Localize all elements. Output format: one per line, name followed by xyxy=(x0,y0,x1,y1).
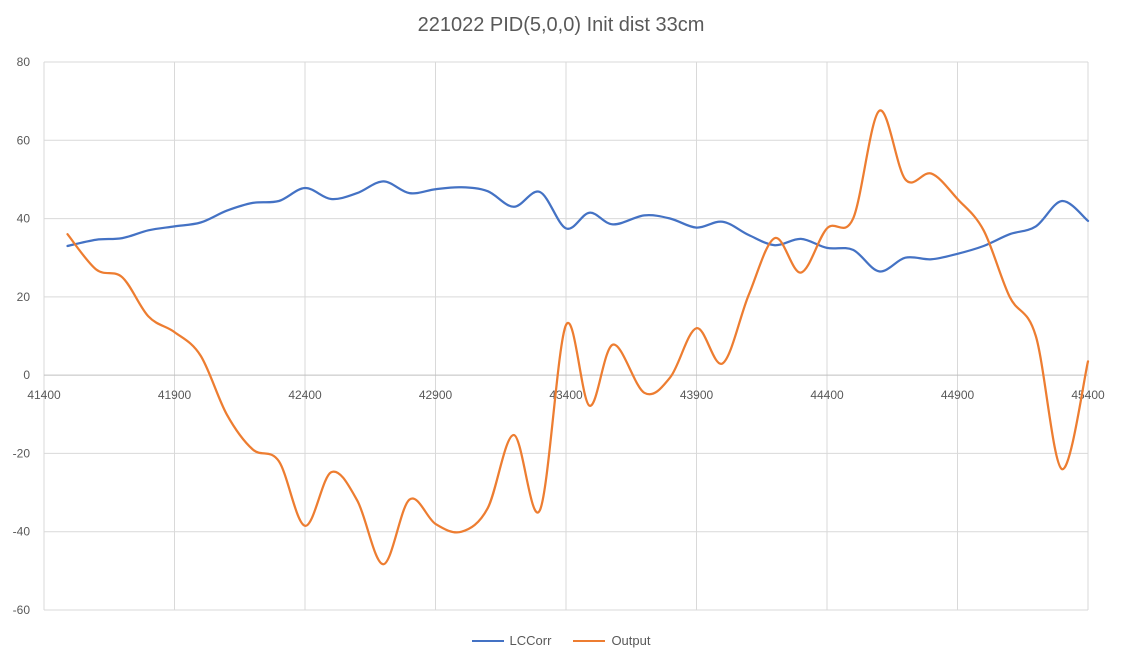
y-tick-label: 0 xyxy=(23,368,30,382)
legend-swatch-lccorr xyxy=(471,639,504,642)
x-tick-labels: 41400 41900 42400 42900 43400 43900 44400 44900… xyxy=(27,388,1105,402)
legend-swatch-output xyxy=(573,639,606,642)
y-tick-label: -20 xyxy=(13,446,31,460)
x-tick-label: 41400 xyxy=(27,388,61,402)
x-tick-label: 44900 xyxy=(941,388,975,402)
x-tick-label: 45400 xyxy=(1071,388,1105,402)
x-tick-label: 42400 xyxy=(288,388,322,402)
x-tick-label: 44400 xyxy=(810,388,844,402)
x-tick-label: 43400 xyxy=(549,388,583,402)
chart-title: 221022 PID(5,0,0) Init dist 33cm xyxy=(417,14,705,36)
y-tick-label: 20 xyxy=(17,290,31,304)
gridlines xyxy=(43,61,1089,611)
series-lines xyxy=(66,109,1090,566)
y-tick-labels: 80 60 40 20 0 -20 -40 -60 xyxy=(13,55,31,617)
legend: LCCorr Output xyxy=(0,633,1122,648)
x-tick-label: 42900 xyxy=(419,388,453,402)
x-tick-label: 43900 xyxy=(680,388,714,402)
legend-item-output: Output xyxy=(573,633,650,648)
legend-label-lccorr: LCCorr xyxy=(509,633,552,648)
y-tick-label: -40 xyxy=(13,525,31,539)
series-line-lccorr xyxy=(66,180,1090,273)
y-tick-label: -60 xyxy=(13,603,31,617)
series-line-output xyxy=(66,109,1090,566)
x-tick-label: 41900 xyxy=(158,388,192,402)
legend-label-output: Output xyxy=(611,633,651,648)
y-tick-label: 80 xyxy=(17,55,31,69)
y-tick-label: 60 xyxy=(17,133,31,147)
y-tick-label: 40 xyxy=(17,212,31,226)
legend-item-lccorr: LCCorr xyxy=(471,633,552,648)
